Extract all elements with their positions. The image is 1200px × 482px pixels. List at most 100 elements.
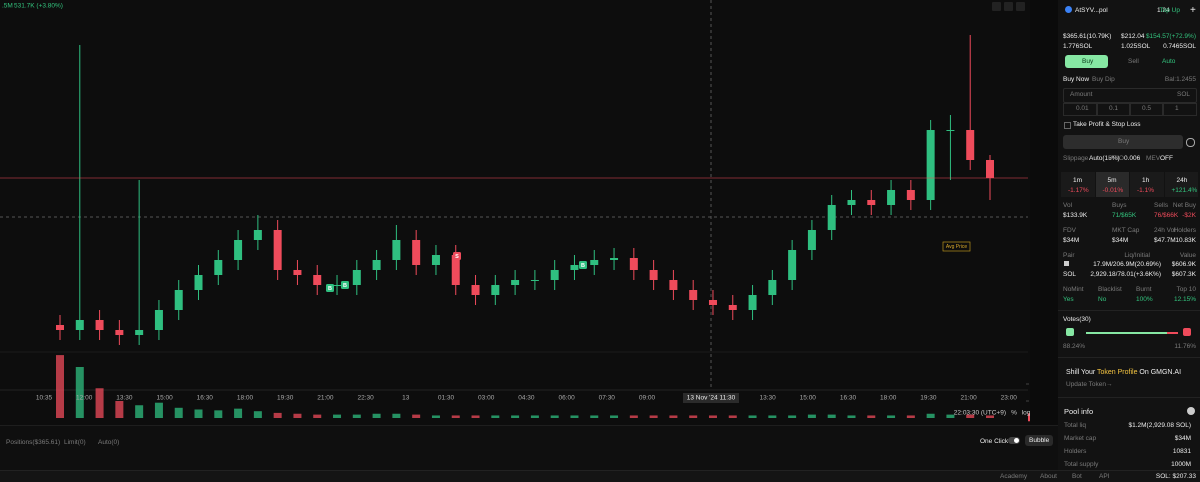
volume-bar bbox=[333, 414, 342, 418]
x-tick-label: 13 bbox=[402, 395, 410, 402]
volume-bar bbox=[906, 415, 915, 418]
preset-label: 0.1 bbox=[1109, 105, 1119, 112]
trade-marker bbox=[453, 252, 461, 260]
metric-label: Buys bbox=[1112, 202, 1127, 209]
divider bbox=[1058, 397, 1200, 398]
metric-value: 10.83K bbox=[1175, 237, 1196, 244]
timeframe-change: +121.4% bbox=[1171, 187, 1198, 194]
top-up[interactable]: Top Up bbox=[1159, 7, 1180, 14]
pair-value: $606.9K bbox=[1171, 261, 1196, 268]
candle-body bbox=[629, 258, 638, 270]
volume-bar bbox=[392, 413, 401, 418]
close-icon[interactable] bbox=[1187, 407, 1195, 415]
mode-buy[interactable] bbox=[1065, 55, 1108, 68]
mode: Buy bbox=[1082, 58, 1094, 65]
thumb-up[interactable] bbox=[1066, 328, 1074, 336]
volume-bar bbox=[748, 415, 757, 418]
timeframe-box[interactable] bbox=[1130, 172, 1164, 197]
x-tick-label: 13:30 bbox=[759, 395, 776, 402]
stat: $154.57(+72.9%) bbox=[1145, 33, 1196, 40]
volume-bar bbox=[807, 414, 816, 418]
candle-body bbox=[56, 325, 64, 330]
candle-body bbox=[372, 260, 381, 270]
shill-part: Token Profile bbox=[1097, 369, 1138, 376]
candle-body bbox=[491, 285, 500, 295]
security-value: Yes bbox=[1063, 296, 1074, 303]
candle-body bbox=[570, 265, 579, 270]
thumb-down[interactable] bbox=[1183, 328, 1191, 336]
metric-label: 24h Vol bbox=[1154, 227, 1176, 234]
x-tick-label: 16:30 bbox=[197, 395, 214, 402]
pool-value: 10831 bbox=[1172, 448, 1191, 455]
x-tick-label: 21:00 bbox=[317, 395, 334, 402]
pair-liq: 17.9M/206.9M(20.69%) bbox=[1093, 261, 1161, 268]
bubble-button[interactable] bbox=[1025, 435, 1053, 446]
settings-icon[interactable] bbox=[1186, 138, 1195, 147]
timeframe-box[interactable] bbox=[1164, 172, 1198, 197]
timeframe-box[interactable] bbox=[1061, 172, 1095, 197]
preset[interactable] bbox=[1129, 103, 1164, 116]
buy-button[interactable] bbox=[1063, 135, 1183, 149]
pair-header: Liq/Initial bbox=[1124, 252, 1150, 259]
scale-option: log bbox=[1022, 410, 1031, 417]
trade-marker-label: B bbox=[328, 286, 332, 292]
mode: Sell bbox=[1128, 58, 1139, 65]
setting: Slippage bbox=[1063, 155, 1089, 162]
tool-icon[interactable] bbox=[1004, 2, 1013, 11]
candle-body bbox=[412, 240, 421, 265]
candle-body bbox=[293, 270, 302, 275]
candle-body bbox=[926, 130, 935, 200]
candle-body bbox=[847, 200, 856, 205]
candle-body bbox=[511, 280, 520, 285]
buy-button-label: Buy bbox=[1118, 138, 1130, 145]
preset-label: 0.01 bbox=[1076, 105, 1089, 112]
setting: 0.006 bbox=[1124, 155, 1141, 162]
metric-value: -$2K bbox=[1182, 212, 1196, 219]
candle-body bbox=[194, 275, 203, 290]
timeframe-box[interactable] bbox=[1095, 172, 1129, 197]
preset[interactable] bbox=[1063, 103, 1098, 116]
volume-bar bbox=[273, 412, 282, 418]
pool-label: Market cap bbox=[1064, 435, 1097, 442]
timeframe: 5m bbox=[1107, 177, 1117, 184]
avg-price-tag bbox=[942, 241, 971, 252]
candle-body bbox=[946, 130, 955, 131]
x-tick-label: 12:00 bbox=[76, 395, 93, 402]
wallet-icon bbox=[1065, 6, 1072, 13]
preset[interactable] bbox=[1096, 103, 1131, 116]
header-change: 531.7K (+3.80%) bbox=[14, 3, 63, 10]
volume-bar bbox=[253, 411, 262, 418]
stat: 0.7465SOL bbox=[1163, 43, 1196, 50]
security-label: Blacklist bbox=[1098, 286, 1122, 293]
preset-label: 1 bbox=[1175, 105, 1179, 112]
volume-bar bbox=[95, 388, 104, 418]
update-token[interactable]: Update Token→ bbox=[1066, 381, 1113, 388]
amount-box[interactable] bbox=[1063, 88, 1197, 103]
trade-marker-label: S bbox=[455, 254, 459, 260]
divider bbox=[1058, 357, 1200, 358]
order-tab: Buy Now bbox=[1063, 76, 1090, 83]
candle-body bbox=[887, 190, 896, 205]
volume-bar bbox=[610, 415, 619, 418]
preset[interactable] bbox=[1162, 103, 1197, 116]
candle-body bbox=[352, 270, 361, 285]
trade-marker bbox=[326, 284, 334, 292]
tool-icon[interactable] bbox=[992, 2, 1001, 11]
pool-value: $34M bbox=[1174, 435, 1191, 442]
stat: 1.776SOL bbox=[1063, 43, 1093, 50]
x-tick-label: 04:30 bbox=[518, 395, 535, 402]
volume-bar bbox=[708, 415, 717, 418]
volume-bar bbox=[293, 413, 302, 418]
x-tick-label: 15:00 bbox=[156, 395, 173, 402]
x-tick-label: 19:30 bbox=[277, 395, 294, 402]
order-tab: Buy Dip bbox=[1092, 76, 1115, 83]
volume-bar bbox=[491, 415, 500, 418]
trade-marker bbox=[341, 281, 349, 289]
security-value: No bbox=[1098, 296, 1107, 303]
candle-body bbox=[689, 290, 698, 300]
timeframe-change: -1.1% bbox=[1137, 187, 1154, 194]
metric-value: 76/$66K bbox=[1154, 212, 1179, 219]
stat: 1.025SOL bbox=[1121, 43, 1151, 50]
volume-bar bbox=[471, 415, 480, 418]
tool-icon[interactable] bbox=[1016, 2, 1025, 11]
